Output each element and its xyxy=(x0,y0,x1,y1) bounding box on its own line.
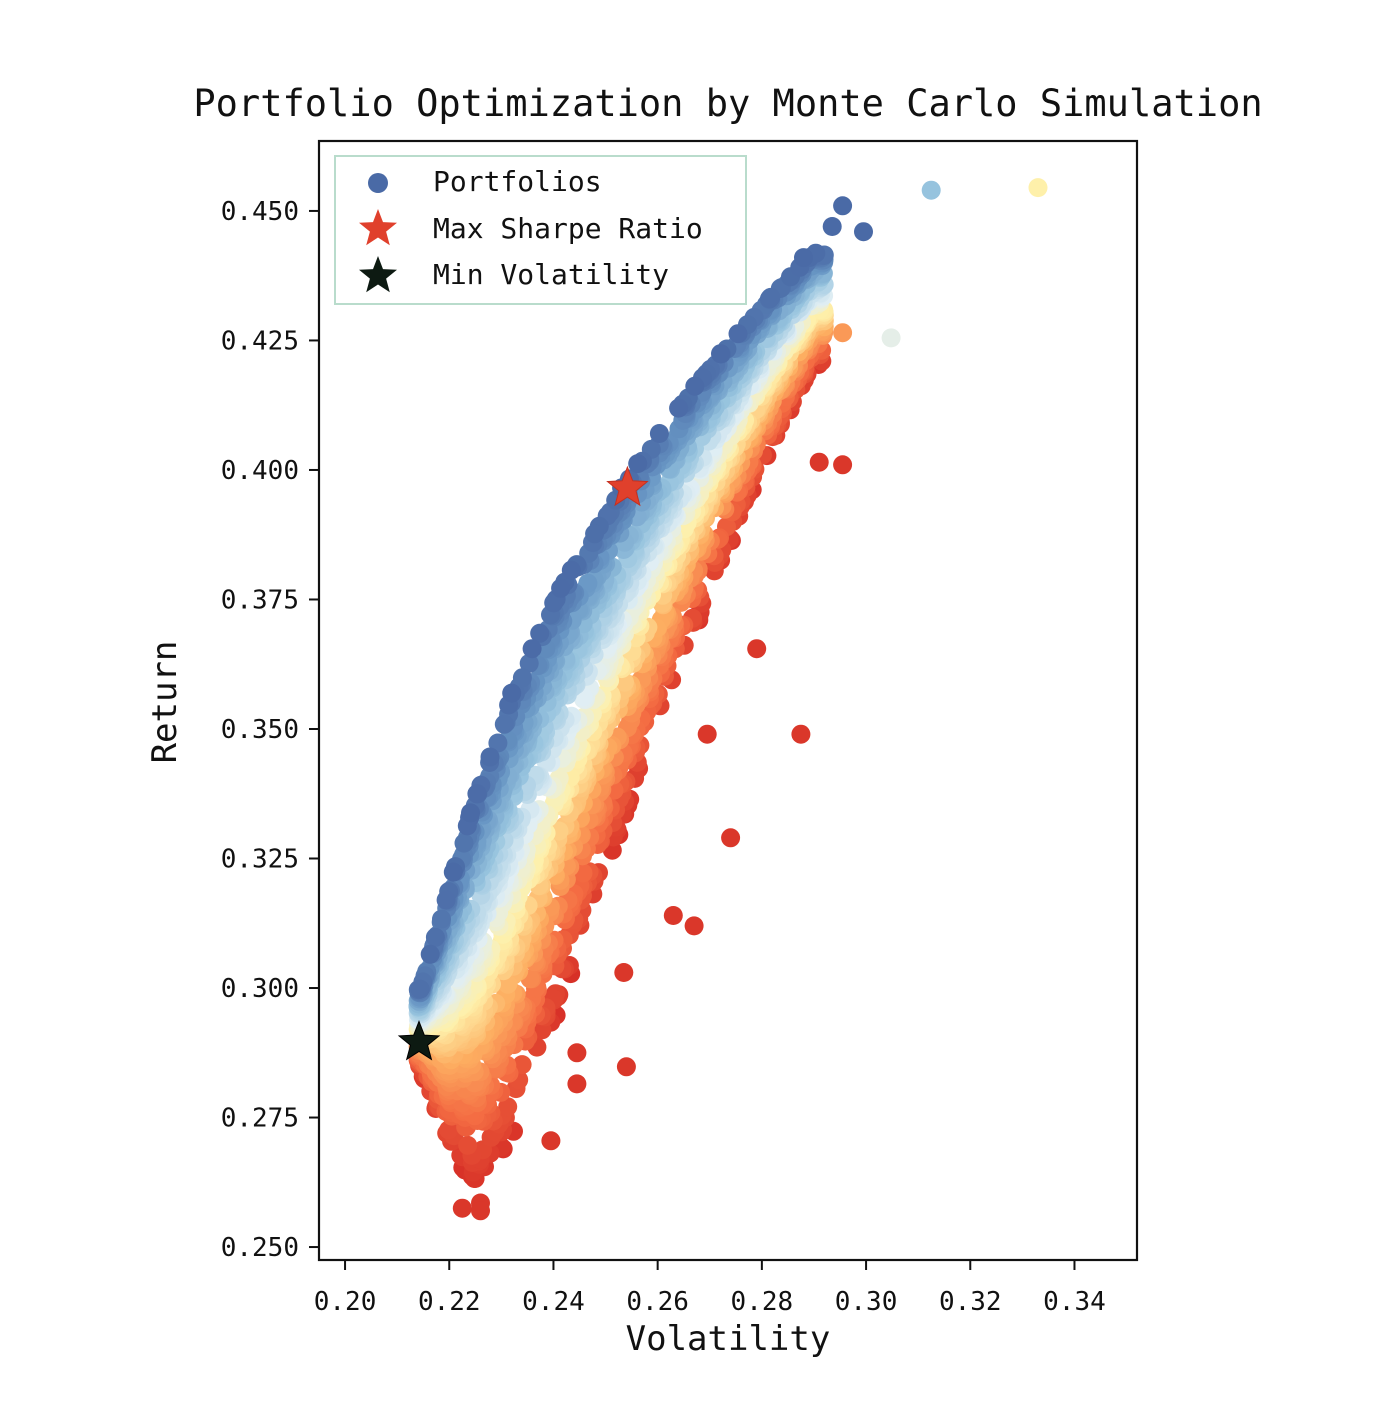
portfolio-point xyxy=(530,623,550,643)
portfolio-point xyxy=(512,668,532,688)
y-tick-label: 0.250 xyxy=(221,1233,299,1263)
x-tick-label: 0.32 xyxy=(939,1287,1002,1317)
portfolio-point xyxy=(721,828,741,848)
portfolio-point xyxy=(761,287,781,307)
portfolio-point xyxy=(616,1057,636,1077)
portfolio-point xyxy=(544,593,564,613)
portfolio-point xyxy=(458,1135,478,1155)
highlight-markers xyxy=(397,465,649,1061)
chart-title: Portfolio Optimization by Monte Carlo Si… xyxy=(193,82,1262,125)
legend-portfolios-label: Portfolios xyxy=(433,165,602,198)
portfolio-point xyxy=(578,573,598,593)
portfolio-point xyxy=(436,890,456,910)
portfolio-point xyxy=(432,909,451,929)
portfolio-point xyxy=(461,803,480,823)
portfolio-point xyxy=(794,248,813,268)
x-tick-label: 0.34 xyxy=(1043,1287,1106,1317)
x-tick-label: 0.22 xyxy=(418,1287,481,1317)
portfolio-point xyxy=(480,747,500,767)
x-axis-label: Volatility xyxy=(626,1319,831,1359)
min-volatility-star-icon xyxy=(397,1020,441,1061)
portfolio-point xyxy=(519,653,539,673)
portfolio-point xyxy=(541,1131,561,1151)
portfolio-point xyxy=(561,560,581,580)
x-tick-label: 0.20 xyxy=(314,1287,377,1317)
portfolio-points xyxy=(408,178,1048,1221)
portfolio-point xyxy=(567,1043,587,1063)
portfolio-point xyxy=(822,217,842,236)
portfolio-point xyxy=(854,222,873,242)
portfolio-point xyxy=(628,454,648,474)
portfolio-point xyxy=(494,714,514,734)
portfolio-point xyxy=(711,344,730,364)
portfolio-point xyxy=(649,424,669,443)
portfolio-point xyxy=(833,196,853,216)
y-tick-label: 0.275 xyxy=(221,1104,299,1134)
x-axis-ticks: 0.20 0.22 0.24 0.26 0.28 0.30 0.32 0.34 xyxy=(314,1260,1106,1317)
y-tick-label: 0.350 xyxy=(221,715,299,745)
legend-portfolios-marker xyxy=(368,173,388,193)
portfolio-point xyxy=(833,323,853,343)
portfolio-point xyxy=(551,578,571,598)
portfolio-point xyxy=(921,180,941,200)
y-axis-ticks: 0.250 0.275 0.300 0.325 0.350 0.375 0.400 0.425… xyxy=(221,197,319,1263)
max-sharpe-star-icon xyxy=(606,465,649,507)
portfolio-point xyxy=(502,683,522,703)
portfolio-point xyxy=(697,724,717,744)
portfolio-point xyxy=(567,1074,587,1094)
portfolio-point xyxy=(833,455,853,475)
portfolio-point xyxy=(685,376,705,396)
legend-max-sharpe-label: Max Sharpe Ratio xyxy=(433,212,703,245)
portfolio-point xyxy=(443,862,463,882)
portfolio-point xyxy=(467,784,487,804)
portfolio-point xyxy=(669,398,689,418)
x-tick-label: 0.24 xyxy=(522,1287,585,1317)
plot-frame xyxy=(317,139,1139,1262)
portfolio-point xyxy=(498,1097,518,1117)
portfolio-point xyxy=(410,979,430,999)
portfolio-point xyxy=(420,944,440,964)
portfolio-point xyxy=(791,724,811,744)
portfolio-point xyxy=(663,906,683,925)
legend-max-sharpe-star-icon xyxy=(359,209,397,246)
legend-min-volatility-label: Min Volatility xyxy=(433,258,669,291)
portfolio-point xyxy=(452,1198,472,1218)
y-tick-label: 0.325 xyxy=(221,845,299,875)
portfolio-point xyxy=(614,963,634,982)
y-tick-label: 0.425 xyxy=(221,326,299,356)
x-tick-label: 0.26 xyxy=(626,1287,689,1317)
portfolio-point xyxy=(1028,178,1048,198)
portfolio-point xyxy=(728,324,748,344)
portfolio-point xyxy=(684,916,704,936)
portfolio-point xyxy=(454,833,474,853)
y-tick-label: 0.300 xyxy=(221,974,299,1004)
portfolio-point xyxy=(747,639,767,659)
portfolio-point xyxy=(585,524,605,544)
legend: Portfolios Max Sharpe Ratio Min Volatili… xyxy=(334,155,747,305)
x-tick-label: 0.30 xyxy=(835,1287,898,1317)
x-tick-label: 0.28 xyxy=(731,1287,794,1317)
y-axis-label: Return xyxy=(145,641,185,764)
y-tick-label: 0.400 xyxy=(221,456,299,486)
portfolio-point xyxy=(881,328,901,348)
portfolio-point xyxy=(809,452,829,472)
portfolio-point xyxy=(471,1201,490,1221)
portfolio-point xyxy=(425,927,445,947)
portfolio-point xyxy=(488,733,508,753)
legend-box xyxy=(334,155,747,305)
y-tick-label: 0.450 xyxy=(221,197,299,227)
legend-min-volatility-star-icon xyxy=(359,256,397,293)
y-tick-label: 0.375 xyxy=(221,585,299,615)
portfolio-point xyxy=(522,639,542,659)
